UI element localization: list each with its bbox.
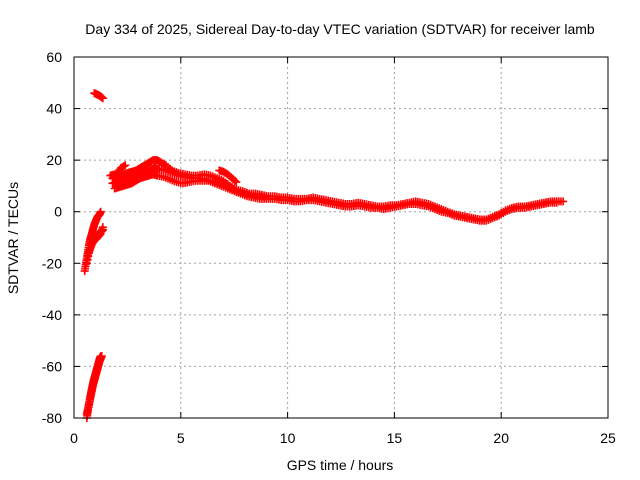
x-tick-labels: 0 5 10 15 20 25 (70, 430, 616, 446)
series-upper-band-1 (106, 156, 568, 224)
x-tick-label: 25 (600, 430, 616, 446)
y-tick-label: 40 (46, 101, 62, 117)
y-tick-label: -80 (42, 410, 62, 426)
data-point (559, 197, 568, 206)
data-point (121, 161, 130, 170)
y-tick-label: 60 (46, 49, 62, 65)
data-point (262, 194, 271, 203)
series-upper-band-5 (215, 166, 241, 187)
series-upper-band-4 (108, 161, 130, 183)
y-tick-label: 20 (46, 152, 62, 168)
data-point (96, 207, 105, 216)
x-tick-label: 0 (70, 430, 78, 446)
series-mid-arc-c (83, 223, 107, 260)
data-point (230, 176, 239, 185)
data-point (119, 162, 128, 171)
data-point (98, 223, 107, 232)
y-tick-labels: -80 -60 -40 -20 0 20 40 60 (42, 49, 62, 426)
series-high-arc (90, 89, 107, 103)
x-tick-label: 20 (493, 430, 509, 446)
data-point (96, 352, 105, 361)
y-tick-label: 0 (54, 204, 62, 220)
y-tick-label: -20 (42, 255, 62, 271)
x-tick-label: 5 (177, 430, 185, 446)
grid-lines (74, 57, 608, 418)
y-axis-label: SDTVAR / TECUs (5, 182, 21, 294)
x-tick-label: 15 (387, 430, 403, 446)
data-point (232, 178, 241, 187)
data-point (98, 94, 107, 103)
x-axis-label: GPS time / hours (287, 457, 394, 473)
series-upper-band-2 (108, 163, 561, 225)
series-low-arc-b (82, 352, 105, 419)
data-point (552, 198, 561, 207)
series-upper-band-3 (110, 170, 271, 203)
plot-frame (73, 56, 609, 419)
axis-ticks (73, 56, 609, 419)
data-points (80, 89, 568, 422)
y-tick-label: -60 (42, 358, 62, 374)
chart-title: Day 334 of 2025, Sidereal Day-to-day VTE… (85, 21, 595, 37)
x-tick-label: 10 (280, 430, 296, 446)
y-tick-label: -40 (42, 307, 62, 323)
